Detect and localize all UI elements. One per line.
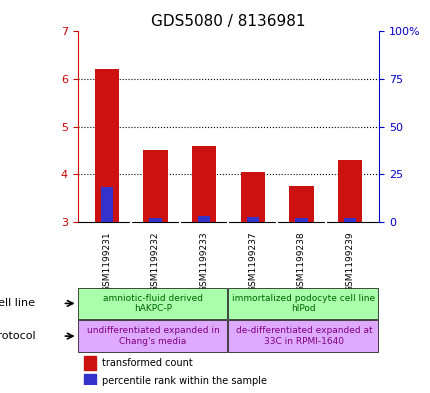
Text: undifferentiated expanded in
Chang's media: undifferentiated expanded in Chang's med… [86,327,219,346]
Bar [240,172,264,222]
Text: percentile rank within the sample: percentile rank within the sample [101,376,266,386]
FancyBboxPatch shape [228,288,377,319]
Text: growth protocol: growth protocol [0,331,35,341]
Title: GDS5080 / 8136981: GDS5080 / 8136981 [151,14,305,29]
Bar [83,374,95,388]
Text: GSM1199232: GSM1199232 [150,231,160,292]
Bar [337,160,361,222]
Bar [289,186,313,222]
Bar [246,217,258,222]
Text: immortalized podocyte cell line
hIPod: immortalized podocyte cell line hIPod [232,294,375,313]
Bar [197,216,210,222]
Text: GSM1199233: GSM1199233 [199,231,208,292]
Text: GSM1199239: GSM1199239 [345,231,354,292]
Bar [295,219,307,222]
Bar [191,145,216,222]
Text: transformed count: transformed count [101,358,192,368]
Text: amniotic-fluid derived
hAKPC-P: amniotic-fluid derived hAKPC-P [103,294,203,313]
FancyBboxPatch shape [77,288,226,319]
Text: GSM1199231: GSM1199231 [102,231,111,292]
Bar [343,218,355,222]
FancyBboxPatch shape [228,320,377,352]
FancyBboxPatch shape [77,320,226,352]
Text: de-differentiated expanded at
33C in RPMI-1640: de-differentiated expanded at 33C in RPM… [235,327,371,346]
Text: GSM1199238: GSM1199238 [296,231,305,292]
Bar [101,187,113,222]
Text: cell line: cell line [0,298,35,309]
Bar [95,70,119,222]
Bar [149,218,161,222]
Bar [83,356,95,371]
Text: GSM1199237: GSM1199237 [248,231,257,292]
Bar [143,151,167,222]
